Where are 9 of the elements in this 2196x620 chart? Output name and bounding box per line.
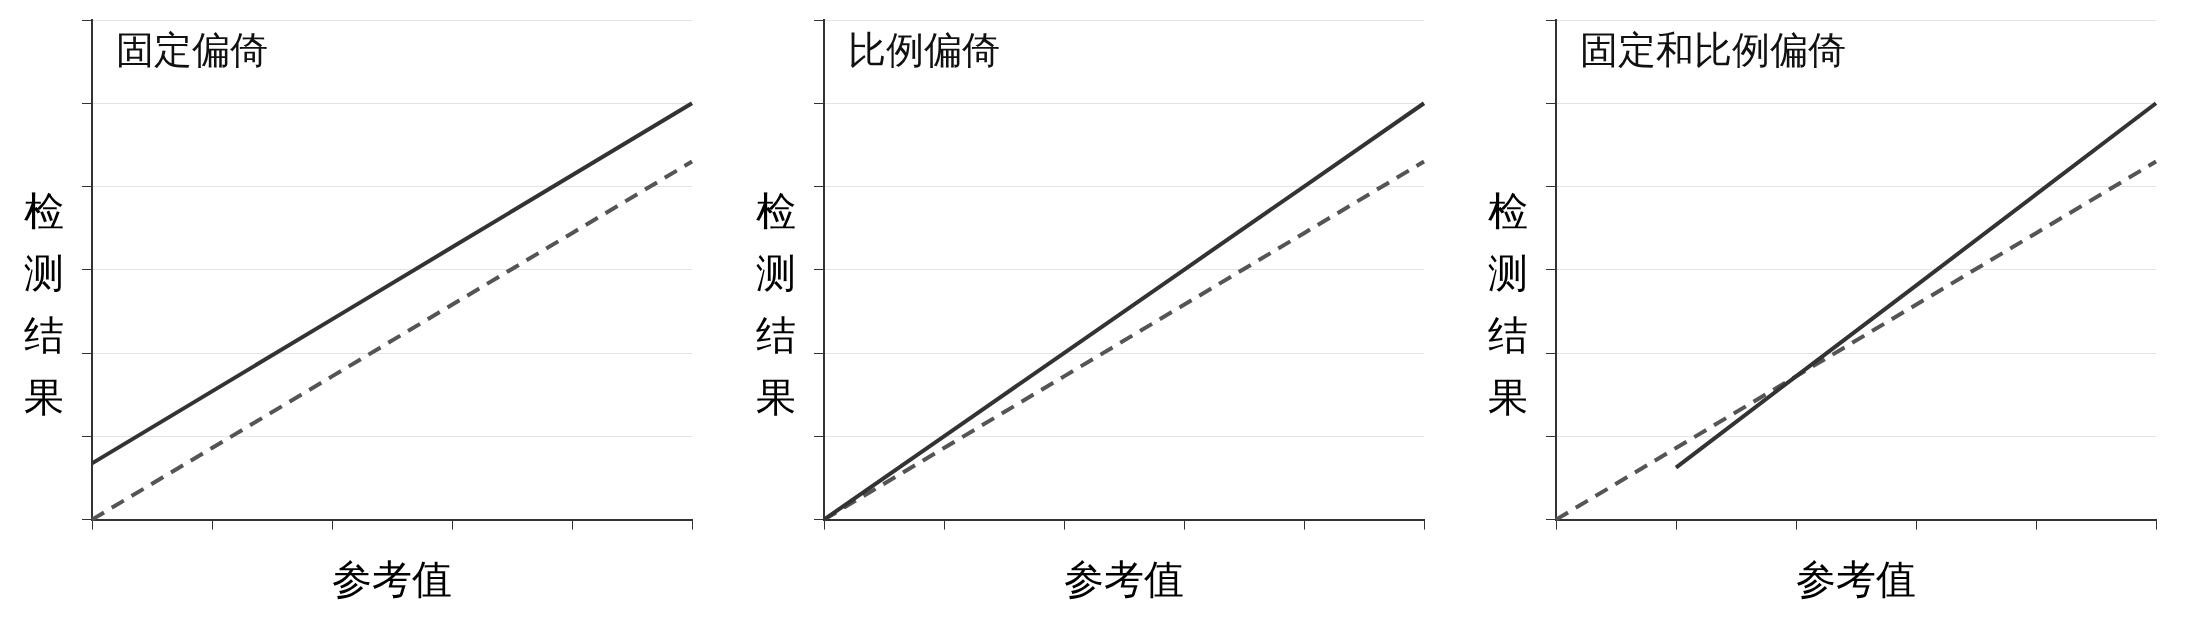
chart-title: 固定偏倚 [116,27,268,72]
x-axis-title: 参考值 [1796,555,1916,604]
x-axis-title: 参考值 [332,555,452,604]
y-axis-title: 检测结果 [1487,187,1529,422]
y-axis-title: 检测结果 [23,187,65,422]
chart-title: 比例偏倚 [848,27,1000,72]
chart-title: 固定和比例偏倚 [1580,27,1846,72]
y-axis-title: 检测结果 [755,187,797,422]
x-axis-title: 参考值 [1064,555,1184,604]
